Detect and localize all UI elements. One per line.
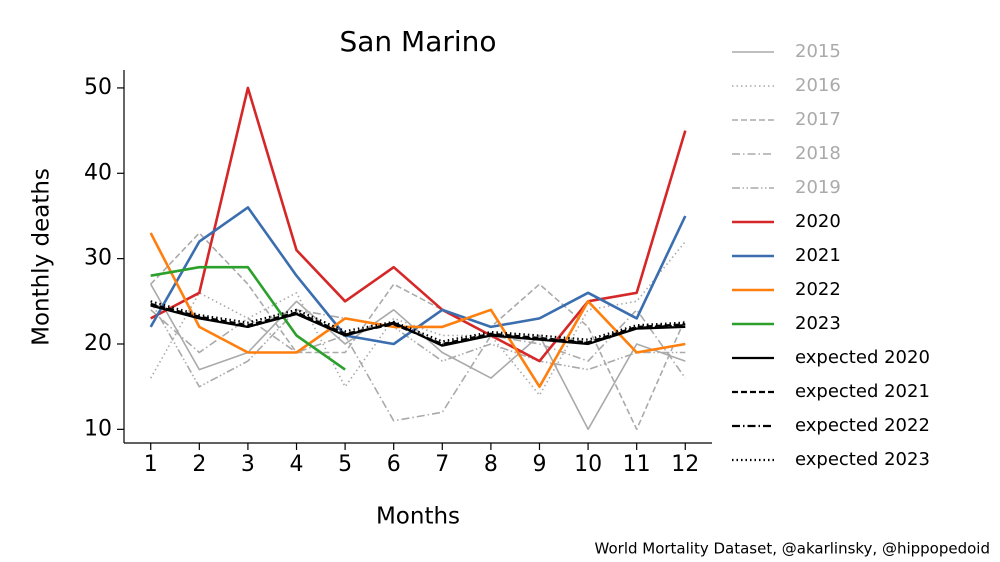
x-tick-label: 1 — [144, 452, 158, 477]
x-tick-label: 5 — [338, 452, 352, 477]
y-tick-label: 10 — [84, 416, 112, 441]
y-axis-label: Monthly deaths — [29, 168, 55, 346]
x-tick-label: 7 — [435, 452, 449, 477]
x-tick-label: 2 — [192, 452, 206, 477]
legend-label: 2018 — [795, 143, 841, 164]
x-tick-label: 12 — [671, 452, 699, 477]
legend-label: 2019 — [795, 177, 841, 198]
x-tick-label: 8 — [484, 452, 498, 477]
series-line — [150, 302, 686, 346]
x-tick-label: 4 — [290, 452, 304, 477]
chart-title: San Marino — [339, 25, 496, 58]
legend-label: expected 2020 — [795, 347, 930, 368]
legend-label: expected 2021 — [795, 381, 930, 402]
series-line — [150, 232, 687, 431]
series-line — [150, 283, 686, 431]
legend-label: 2016 — [795, 75, 841, 96]
y-tick-label: 40 — [84, 160, 112, 185]
legend-label: 2017 — [795, 109, 841, 130]
x-tick-label: 10 — [574, 452, 602, 477]
series-line — [149, 232, 686, 388]
x-tick-label: 9 — [532, 452, 546, 477]
legend-label: expected 2022 — [795, 415, 930, 436]
y-tick-label: 30 — [84, 246, 112, 271]
legend-label: 2020 — [795, 211, 841, 232]
y-tick-label: 50 — [84, 75, 112, 100]
series-line — [150, 300, 686, 343]
x-tick-label: 3 — [241, 452, 255, 477]
y-tick-label: 20 — [84, 331, 112, 356]
series-line — [150, 86, 687, 363]
legend-label: 2023 — [795, 313, 841, 334]
x-tick-label: 6 — [387, 452, 401, 477]
legend-label: 2015 — [795, 41, 841, 62]
source-note: World Mortality Dataset, @akarlinsky, @h… — [595, 540, 990, 558]
legend-label: 2022 — [795, 279, 841, 300]
x-axis-label: Months — [376, 504, 460, 530]
series-line — [150, 300, 686, 388]
x-tick-label: 11 — [623, 452, 651, 477]
series-line — [150, 303, 686, 346]
legend-label: expected 2023 — [795, 449, 930, 470]
legend-label: 2021 — [795, 245, 841, 266]
series-line — [150, 265, 346, 371]
